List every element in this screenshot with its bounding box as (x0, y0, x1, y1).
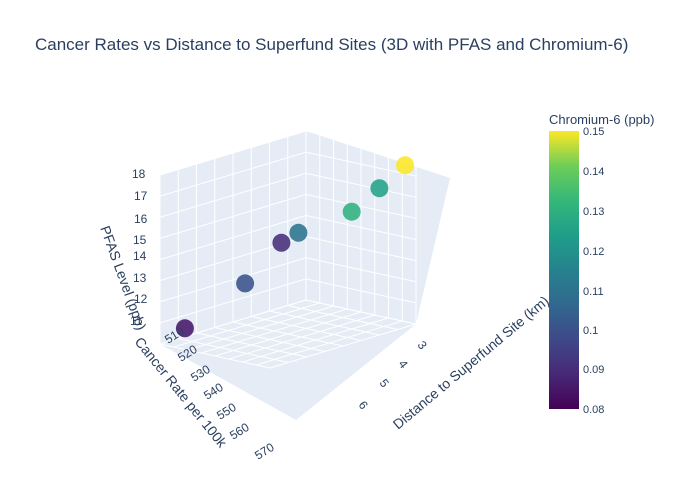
grid-line (305, 130, 417, 156)
grid-line (305, 151, 417, 177)
z-tick: 16 (134, 212, 148, 226)
grid-line (305, 172, 417, 198)
z-tick: 14 (133, 249, 147, 263)
grid-line (305, 193, 417, 219)
x-tick: 5 (377, 376, 392, 390)
data-point (289, 223, 308, 242)
grid-line (159, 130, 307, 176)
grid-line (178, 338, 289, 363)
grid-line (214, 327, 325, 352)
data-point (342, 202, 361, 221)
colorbar-tick: 0.1 (583, 325, 598, 337)
grid-line (232, 321, 344, 347)
grid-line (305, 215, 417, 240)
y-tick: 570 (252, 440, 277, 463)
colorbar-gradient (549, 131, 579, 409)
data-point (370, 179, 389, 198)
grid-line (159, 193, 307, 239)
x-tick: 4 (396, 357, 411, 371)
grid-line (242, 317, 389, 363)
z-tick: 15 (133, 233, 147, 247)
colorbar-tick: 0.13 (583, 206, 604, 218)
grid-line (196, 332, 307, 358)
data-points (175, 156, 415, 338)
z-tick: 18 (132, 167, 146, 181)
grid-line (256, 320, 403, 366)
y-tick: 550 (214, 400, 239, 423)
back-wall-right (306, 131, 450, 324)
data-point (236, 274, 255, 293)
grid-line (159, 215, 307, 260)
data-point (396, 156, 415, 175)
z-tick: 12 (134, 292, 148, 306)
colorbar-tick: 0.14 (583, 166, 604, 178)
z-tick: 11 (130, 314, 143, 328)
colorbar-tick: 0.09 (583, 364, 604, 376)
z-tick: 17 (134, 189, 148, 203)
grid-line (159, 343, 271, 369)
z-tick: 13 (133, 271, 147, 285)
x-tick: 3 (415, 338, 430, 352)
y-tick: 540 (201, 380, 226, 403)
z-axis-ticks: 11 12 13 14 15 16 17 18 (130, 167, 148, 328)
grid-lines (159, 130, 417, 369)
colorbar-tick: 0.11 (583, 286, 604, 298)
colorbar-title: Chromium-6 (ppb) (549, 112, 654, 127)
grid-line (159, 172, 307, 218)
y-tick: 560 (227, 420, 252, 443)
colorbar: Chromium-6 (ppb) 0.15 0.14 0.13 0.12 0.1… (549, 112, 654, 416)
chart-title: Cancer Rates vs Distance to Superfund Si… (35, 35, 628, 54)
data-point (175, 319, 194, 338)
data-point (272, 233, 291, 252)
colorbar-tick: 0.08 (583, 404, 604, 416)
colorbar-tick: 0.15 (583, 126, 604, 138)
grid-line (228, 314, 375, 360)
colorbar-tick: 0.12 (583, 246, 604, 258)
grid-line (159, 151, 307, 197)
grid-line (269, 323, 417, 369)
x-tick: 6 (356, 398, 371, 412)
